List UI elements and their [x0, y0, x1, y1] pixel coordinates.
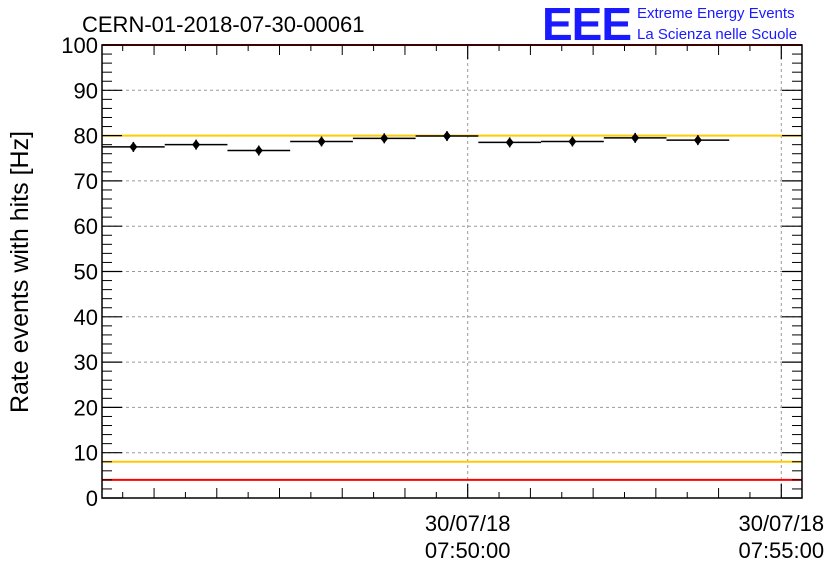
x-tick-label-date: 30/07/18 — [425, 511, 511, 536]
data-point — [192, 139, 201, 150]
x-tick-label-time: 07:55:00 — [738, 538, 824, 563]
data-point — [129, 141, 138, 152]
y-tick-label: 0 — [86, 486, 98, 511]
logo-line-2: La Scienza nelle Scuole — [637, 26, 797, 43]
x-tick-label-time: 07:50:00 — [425, 538, 511, 563]
y-tick-label: 90 — [74, 78, 98, 103]
data-point — [693, 135, 702, 146]
y-tick-label: 70 — [74, 169, 98, 194]
reference-lines — [102, 44, 802, 481]
data-point — [631, 132, 640, 143]
y-tick-label: 80 — [74, 124, 98, 149]
data-point — [442, 131, 451, 142]
y-tick-label: 40 — [74, 305, 98, 330]
x-tick-label-date: 30/07/18 — [738, 511, 824, 536]
axes: 010203040506070809010030/07/1807:50:0030… — [61, 33, 824, 563]
data-point — [317, 136, 326, 147]
chart-title: CERN-01-2018-07-30-00061 — [82, 12, 365, 37]
logo-mark: EEE — [542, 0, 631, 50]
data-point — [568, 136, 577, 147]
y-tick-label: 100 — [61, 33, 98, 58]
eee-logo: EEE Extreme Energy Events La Scienza nel… — [542, 0, 797, 50]
data-point — [254, 145, 263, 156]
logo-line-1: Extreme Energy Events — [637, 5, 795, 22]
y-tick-label: 20 — [74, 395, 98, 420]
y-tick-label: 10 — [74, 441, 98, 466]
y-tick-label: 50 — [74, 260, 98, 285]
y-tick-label: 30 — [74, 350, 98, 375]
y-axis-label: Rate events with hits [Hz] — [6, 131, 34, 413]
data-point — [380, 133, 389, 144]
data-point — [505, 137, 514, 148]
grid — [102, 45, 802, 498]
y-tick-label: 60 — [74, 214, 98, 239]
data-series — [102, 131, 730, 156]
